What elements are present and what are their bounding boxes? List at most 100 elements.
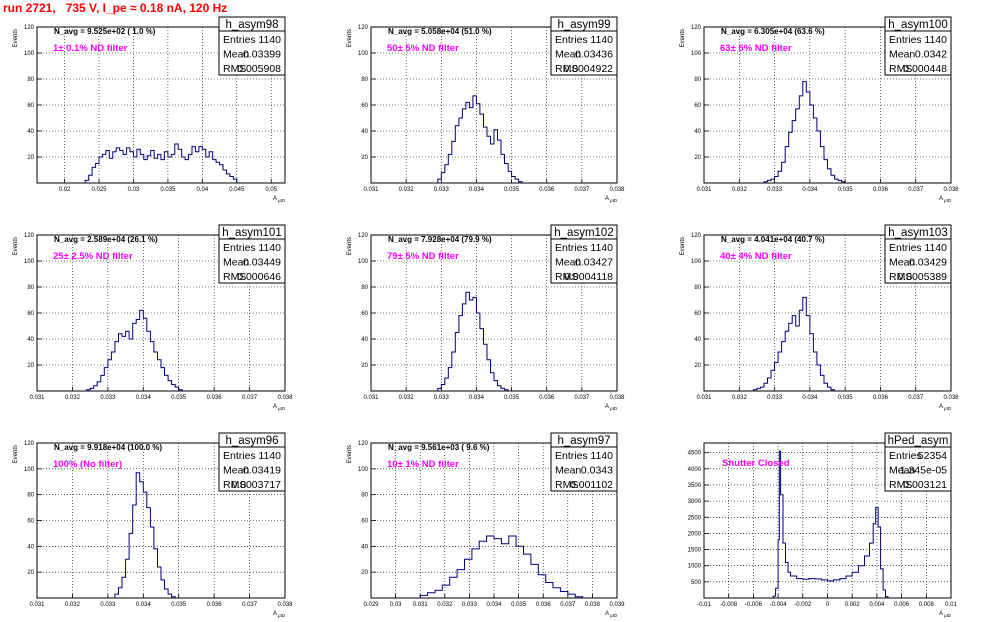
y-tick-label: 60: [361, 519, 368, 525]
y-tick-label: 60: [27, 311, 34, 317]
stats-value: 1140: [590, 450, 613, 462]
stats-value: 1140: [924, 34, 947, 46]
y-tick-label: 4000: [688, 467, 702, 473]
x-tick-label: 0.035: [171, 602, 187, 608]
x-tick-label: 0.038: [943, 187, 959, 193]
x-tick-label: 0.036: [539, 395, 555, 401]
histogram-series: [407, 535, 584, 599]
x-axis-label: A: [605, 196, 609, 202]
filter-annotation: 40± 4% ND filter: [720, 251, 792, 262]
x-tick-label: 0.033: [100, 602, 116, 608]
stats-label: RMS: [223, 479, 246, 491]
x-tick-label: 0.04: [196, 187, 208, 193]
x-tick-label: 0.029: [363, 602, 379, 608]
x-tick-label: 0.031: [29, 395, 45, 401]
y-tick-label: 40: [27, 129, 34, 135]
x-axis-label: A: [939, 196, 943, 202]
y-tick-label: 20: [694, 155, 701, 161]
y-tick-label: 60: [361, 311, 368, 317]
x-axis-label: A: [273, 404, 277, 410]
x-tick-label: 0.02: [59, 187, 71, 193]
y-tick-label: 120: [24, 233, 35, 239]
y-tick-label: 40: [361, 337, 368, 343]
stats-label: Mean: [555, 49, 581, 61]
filter-annotation: 63± 5% ND filter: [720, 43, 792, 54]
y-tick-label: 80: [361, 285, 368, 291]
y-tick-label: 120: [24, 441, 35, 447]
y-tick-label: 80: [361, 77, 368, 83]
x-tick-label: 0.034: [802, 187, 818, 193]
stats-label: Entries: [223, 34, 256, 46]
histogram-pad-hped-asym: -0.01 -0.008 -0.006 -0.004 -0.002 0 0.002 0.004…: [688, 432, 957, 618]
y-tick-label: 80: [361, 493, 368, 499]
x-tick-label: 0.034: [136, 395, 152, 401]
x-tick-label: 0.032: [399, 395, 415, 401]
stats-box: [884, 224, 952, 284]
filter-annotation: 25± 2.5% ND filter: [53, 251, 133, 262]
x-tick-label: 0.008: [919, 602, 935, 608]
stats-value: 0.0004922: [563, 63, 613, 75]
x-axis-label-subscript: μID: [610, 198, 618, 203]
filter-annotation: 50± 5% ND filter: [387, 43, 459, 54]
stats-value: 0.03427: [575, 257, 613, 269]
x-tick-label: 0.032: [65, 395, 81, 401]
x-tick-label: 0.032: [437, 602, 453, 608]
x-tick-label: 0.032: [732, 187, 748, 193]
x-axis-label-subscript: μID: [278, 406, 286, 411]
x-axis-label-subscript: μID: [944, 613, 952, 618]
x-axis-label-subscript: μID: [944, 198, 952, 203]
x-tick-label: 0.004: [869, 602, 885, 608]
stats-label: Mean: [889, 49, 915, 61]
x-tick-label: 0.032: [399, 187, 415, 193]
y-tick-label: 60: [27, 519, 34, 525]
x-tick-label: 0.035: [504, 187, 520, 193]
navg-annotation: N_avg = 4.041e+04 (40.7 %): [721, 235, 825, 244]
filter-annotation: Shutter Closed: [722, 458, 790, 469]
histogram-series: [81, 143, 238, 184]
navg-annotation: N_avg = 9.918e+04 (100.0 %): [54, 443, 162, 452]
y-axis-label: Events: [13, 237, 19, 255]
stats-value: 0.03449: [243, 257, 281, 269]
x-tick-label: -0.002: [794, 602, 812, 608]
stats-label: RMS: [555, 63, 578, 75]
stats-box: [218, 16, 286, 76]
stats-value: 0.0003717: [231, 479, 281, 491]
x-tick-label: -0.01: [697, 602, 711, 608]
x-tick-label: 0.034: [802, 395, 818, 401]
y-tick-label: 40: [27, 337, 34, 343]
x-tick-label: 0.031: [696, 187, 712, 193]
stats-value: 0.0005389: [897, 271, 947, 283]
stats-value: 0.003121: [903, 479, 947, 491]
stats-box: [550, 16, 618, 76]
histogram-title: hPed_asym: [888, 435, 949, 447]
histogram-series: [434, 291, 509, 392]
x-tick-label: 0.034: [469, 395, 485, 401]
stats-value: 0.03429: [909, 257, 947, 269]
x-axis-label: A: [605, 404, 609, 410]
x-tick-label: 0.033: [767, 395, 783, 401]
stats-value: 0.0342: [915, 49, 947, 61]
stats-label: Entries: [555, 242, 588, 254]
x-tick-label: 0.034: [486, 602, 502, 608]
y-tick-label: 120: [24, 25, 35, 31]
filter-annotation: 1± 0.1% ND filter: [53, 43, 128, 54]
x-tick-label: 0.035: [171, 395, 187, 401]
x-tick-label: 0.037: [560, 602, 576, 608]
y-tick-label: 60: [694, 311, 701, 317]
histogram-pad-h-asym96: 0.031 0.032 0.033 0.034 0.035 0.036 0.037 0.038…: [13, 432, 293, 618]
histogram-title: h_asym96: [225, 435, 278, 447]
stats-label: RMS: [889, 479, 912, 491]
stats-box: [884, 16, 952, 76]
x-tick-label: 0.025: [91, 187, 107, 193]
histogram-title: h_asym101: [222, 227, 281, 239]
stats-box: [550, 432, 618, 492]
x-tick-label: 0.036: [207, 602, 223, 608]
stats-value: 0.005908: [237, 63, 281, 75]
y-tick-label: 40: [694, 129, 701, 135]
navg-annotation: N_avg = 7.928e+04 (79.9 %): [388, 235, 492, 244]
y-tick-label: 60: [694, 103, 701, 109]
stats-value: 1140: [258, 242, 281, 254]
x-tick-label: 0.038: [585, 602, 601, 608]
stats-label: Mean: [555, 465, 581, 477]
